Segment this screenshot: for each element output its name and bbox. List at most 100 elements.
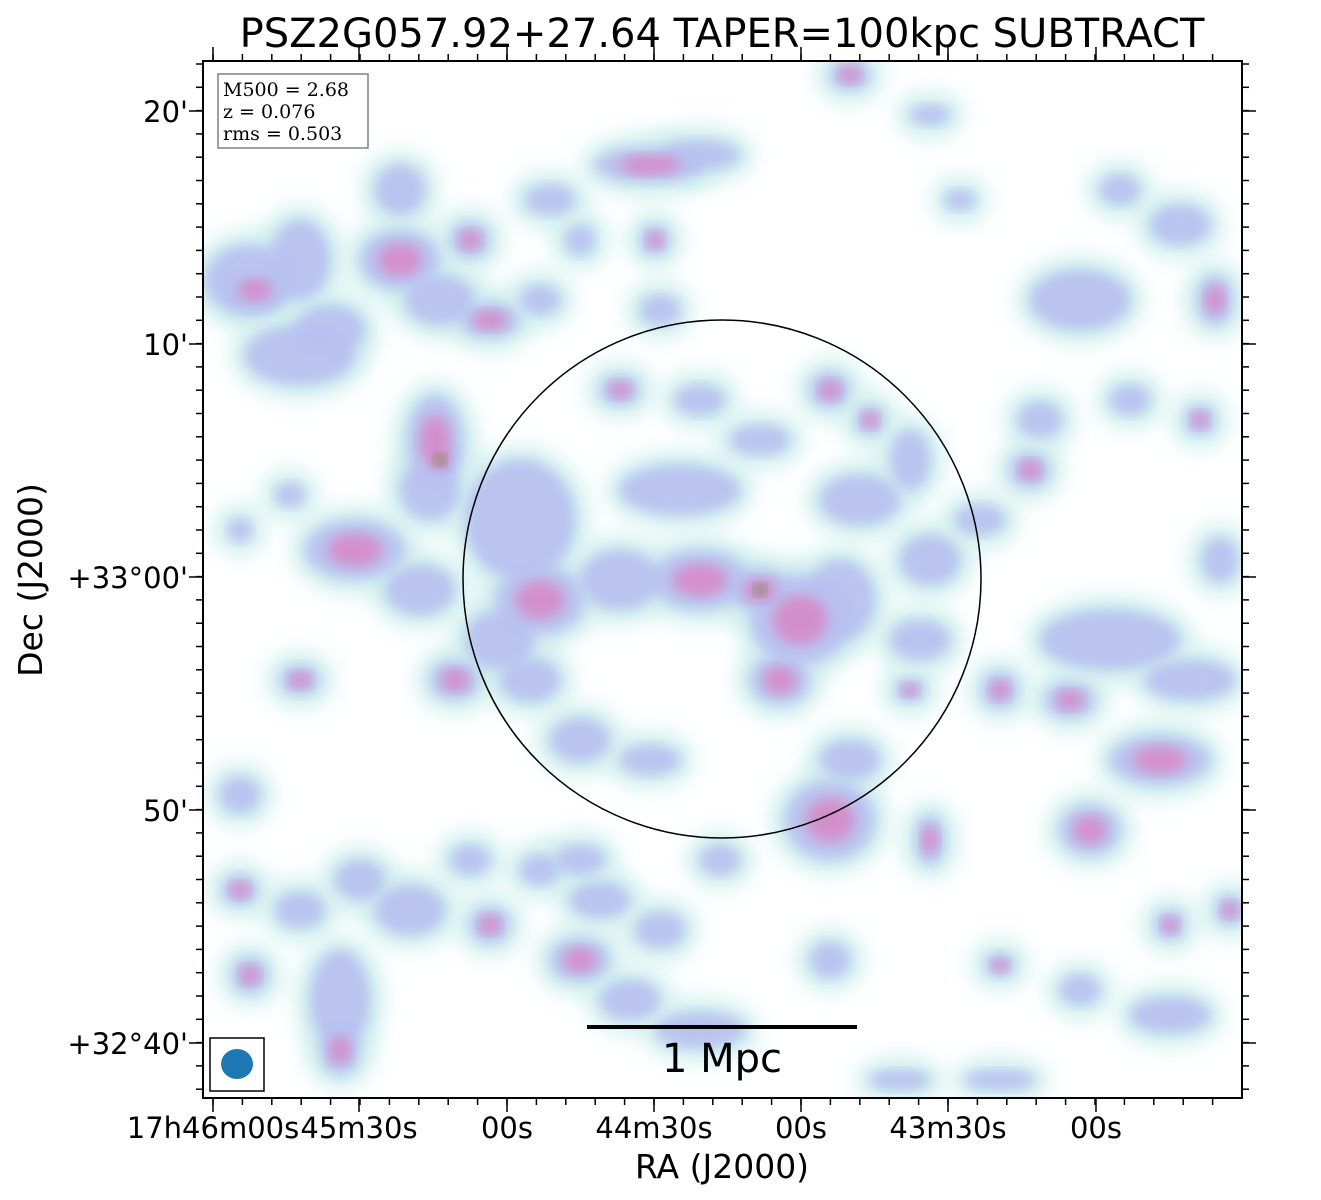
emission-blob (550, 718, 610, 762)
emission-blob (515, 580, 565, 620)
x-tick-labels: 17h46m00s 45m30s 00s 44m30s 00s 43m30s 0… (127, 1111, 1122, 1145)
emission-blob (945, 190, 975, 210)
emission-blob (228, 518, 252, 542)
emission-blob (810, 942, 850, 978)
x-tick-label: 45m30s (300, 1111, 417, 1145)
emission-blob (646, 231, 664, 249)
x-tick-label: 44m30s (595, 1111, 712, 1145)
emission-blob (500, 658, 560, 702)
emission-blob (563, 947, 597, 973)
x-tick-label: 17h46m00s (127, 1111, 299, 1145)
emission-blob (900, 535, 960, 585)
r500-circle (462, 319, 982, 839)
emission-blob (1161, 916, 1179, 934)
emission-blob (660, 140, 740, 170)
emission-blob (1018, 402, 1062, 438)
y-tick-label: 10' (143, 328, 188, 362)
emission-blob (890, 430, 930, 490)
emission-blob (1191, 411, 1209, 429)
x-tick-label: 43m30s (889, 1111, 1006, 1145)
emission-blob (270, 220, 330, 300)
emission-blob (890, 620, 950, 660)
emission-blob (238, 279, 272, 301)
emission-blob (230, 881, 250, 899)
emission-blob (375, 165, 425, 215)
emission-blob (555, 845, 605, 875)
emission-blob (275, 483, 305, 507)
emission-blob (655, 1012, 745, 1048)
emission-blob (1150, 205, 1210, 245)
emission-blob (1100, 175, 1140, 205)
emission-blob (1110, 385, 1150, 415)
emission-blob (441, 669, 469, 691)
emission-blob (1221, 901, 1239, 919)
emission-blob (520, 855, 560, 885)
emission-blob (378, 243, 422, 277)
emission-blob (240, 965, 260, 985)
emission-blob (335, 860, 385, 900)
y-tick-labels: 20' 10' +33°00' 50' +32°40' (67, 95, 188, 1061)
y-tick-label: +32°40' (67, 1027, 188, 1061)
x-tick-label: 00s (1070, 1111, 1122, 1145)
y-tick-label: 20' (143, 95, 188, 129)
info-redshift: z = 0.076 (223, 101, 315, 123)
emission-blob (640, 295, 680, 325)
emission-blob (870, 1070, 930, 1090)
emission-blob (901, 683, 919, 697)
emission-blob (1205, 286, 1225, 314)
radio-emission-map (203, 61, 1242, 1098)
emission-blob (327, 533, 383, 567)
emission-blob (609, 381, 631, 399)
emission-blob (450, 845, 490, 875)
emission-blob (820, 740, 880, 780)
emission-blob (839, 66, 861, 84)
scale-bar-label: 1 Mpc (662, 1036, 782, 1082)
emission-blob (965, 1070, 1035, 1090)
x-tick-label: 00s (481, 1111, 533, 1145)
emission-blob (805, 798, 855, 842)
plot-frame (202, 60, 1243, 1099)
emission-blob (459, 230, 481, 250)
emission-blob (672, 563, 728, 597)
emission-blob (405, 275, 475, 325)
emission-blob (1202, 538, 1238, 582)
figure-title: PSZ2G057.92+27.64 TAPER=100kpc SUBTRACT (240, 11, 1205, 57)
emission-blob (1145, 660, 1235, 700)
emission-blob (820, 475, 900, 525)
emission-blob (275, 892, 325, 928)
emission-blob (570, 882, 630, 918)
x-axis-label: RA (J2000) (635, 1147, 809, 1186)
emission-blob (400, 460, 460, 520)
emission-blob (289, 671, 311, 689)
emission-blob (1132, 746, 1188, 774)
emission-blob (473, 310, 507, 330)
emission-blob (772, 595, 828, 645)
emission-blob (295, 305, 365, 355)
emission-blob (635, 912, 685, 948)
emission-blob (1130, 997, 1210, 1033)
emission-blob (1040, 610, 1180, 670)
info-box: M500 = 2.68 z = 0.076 rms = 0.503 (217, 73, 369, 149)
emission-blob (385, 565, 455, 615)
beam-box (209, 1037, 265, 1092)
emission-blob (525, 185, 575, 215)
axis-ticks (189, 47, 1256, 1112)
emission-blob (819, 380, 841, 400)
emission-blob (955, 505, 1005, 535)
emission-blob (675, 385, 725, 415)
beam-ellipse-icon (221, 1049, 253, 1079)
emission-blob (763, 666, 797, 694)
x-tick-label: 00s (775, 1111, 827, 1145)
emission-blob (861, 411, 879, 429)
emission-blob (375, 885, 445, 935)
emission-blob (1030, 270, 1130, 330)
info-rms: rms = 0.503 (223, 123, 342, 145)
emission-blob (1056, 690, 1084, 710)
emission-blob (910, 105, 950, 125)
emission-blob (991, 958, 1009, 972)
emission-blob (754, 584, 766, 596)
emission-blob (620, 465, 740, 515)
emission-blob (600, 980, 660, 1020)
emission-blob (220, 777, 260, 813)
